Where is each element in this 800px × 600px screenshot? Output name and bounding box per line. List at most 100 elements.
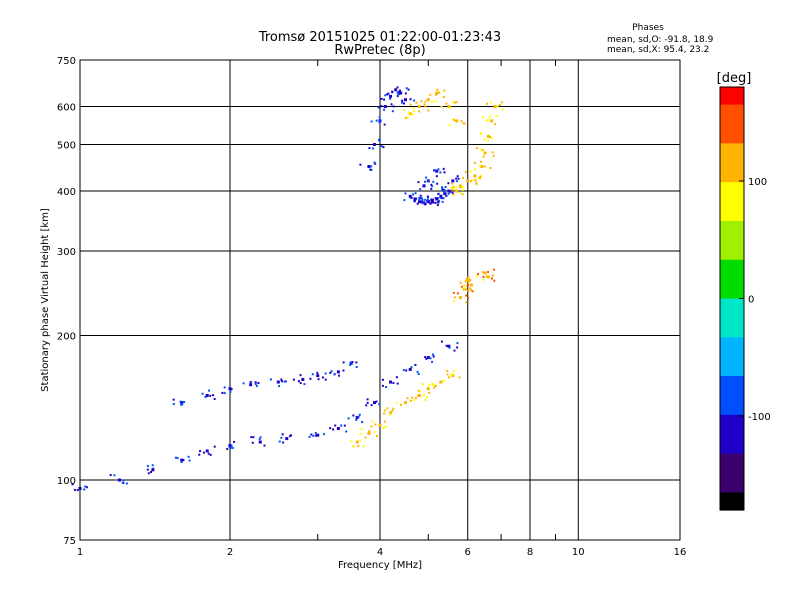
data-point (374, 162, 377, 165)
data-point (351, 361, 354, 364)
data-point (487, 270, 490, 273)
data-point (453, 349, 456, 352)
data-point (458, 296, 462, 300)
colorbar-step (720, 150, 744, 155)
colorbar-step (720, 400, 744, 405)
data-point (396, 95, 399, 98)
data-point (303, 383, 306, 386)
data-point (418, 198, 421, 201)
data-point (149, 470, 152, 473)
data-point (456, 342, 459, 345)
y-tick-label: 200 (57, 332, 76, 343)
data-point (424, 398, 427, 401)
data-point (412, 193, 415, 196)
colorbar-step (720, 485, 744, 490)
data-point (205, 449, 209, 453)
data-point (429, 357, 432, 360)
data-point (455, 180, 458, 183)
data-point (355, 440, 359, 444)
series-group (71, 340, 459, 492)
data-point (467, 283, 470, 286)
data-point (438, 199, 441, 202)
colorbar-step (720, 330, 744, 335)
data-point (455, 185, 458, 188)
data-point (457, 177, 460, 180)
data-point (441, 188, 444, 191)
data-point (422, 202, 425, 205)
data-point (496, 105, 499, 108)
data-point (83, 488, 86, 491)
data-point (408, 112, 412, 116)
colorbar-step (720, 407, 744, 412)
colorbar-step (720, 312, 744, 317)
data-point (359, 439, 362, 442)
colorbar-step (720, 506, 744, 511)
stats-line-o: mean, sd,O: -91.8, 18.9 (607, 35, 714, 45)
data-point (283, 380, 286, 383)
y-axis-label: Stationary phase Virtual Height [km] (40, 208, 51, 392)
data-point (463, 284, 466, 287)
colorbar-step (720, 101, 744, 106)
data-point (370, 404, 373, 407)
data-point (223, 392, 226, 395)
data-point (321, 376, 324, 379)
colorbar-step (720, 457, 744, 462)
data-point (408, 111, 411, 114)
colorbar-step (720, 263, 744, 268)
data-point (481, 116, 484, 119)
colorbar-step (720, 203, 744, 208)
data-point (412, 107, 415, 110)
colorbar-step (720, 347, 744, 352)
data-point (415, 101, 418, 104)
data-point (434, 197, 437, 200)
data-point (469, 278, 472, 281)
data-point (454, 101, 457, 104)
data-point (432, 169, 435, 172)
data-point (488, 136, 491, 139)
data-point (480, 160, 483, 163)
data-point (451, 374, 455, 378)
colorbar-step (720, 168, 744, 173)
series-group (403, 88, 466, 127)
data-point (451, 179, 454, 182)
data-point (73, 488, 76, 491)
data-point (436, 197, 439, 200)
colorbar-step (720, 340, 744, 345)
colorbar-step (720, 129, 744, 134)
data-point (404, 92, 407, 95)
colorbar-step (720, 372, 744, 377)
colorbar-step (720, 488, 744, 493)
data-point (377, 138, 380, 141)
data-point (465, 294, 468, 297)
data-point (475, 182, 478, 185)
colorbar-step (720, 369, 744, 374)
colorbar-step (720, 351, 744, 356)
data-point (490, 119, 494, 123)
data-point (371, 420, 374, 423)
data-point (475, 181, 478, 184)
data-point (429, 202, 432, 205)
data-point (452, 300, 455, 303)
data-point (405, 369, 408, 372)
data-point (451, 192, 454, 195)
data-point (459, 281, 462, 284)
colorbar-tick-label: -100 (748, 412, 771, 423)
colorbar-step (720, 108, 744, 113)
data-point (352, 414, 355, 417)
data-point (383, 98, 386, 101)
data-point (324, 378, 327, 381)
data-point (390, 103, 393, 106)
data-point (445, 344, 448, 347)
x-tick-label: 2 (227, 547, 233, 558)
colorbar-step (720, 238, 744, 243)
data-point (483, 151, 487, 155)
data-point (350, 440, 353, 443)
data-point (467, 290, 470, 293)
data-point (84, 485, 87, 488)
data-point (121, 481, 124, 484)
colorbar-step (720, 358, 744, 363)
data-point (480, 164, 484, 168)
data-point (412, 109, 415, 112)
data-point (477, 273, 480, 276)
colorbar-step (720, 365, 744, 370)
